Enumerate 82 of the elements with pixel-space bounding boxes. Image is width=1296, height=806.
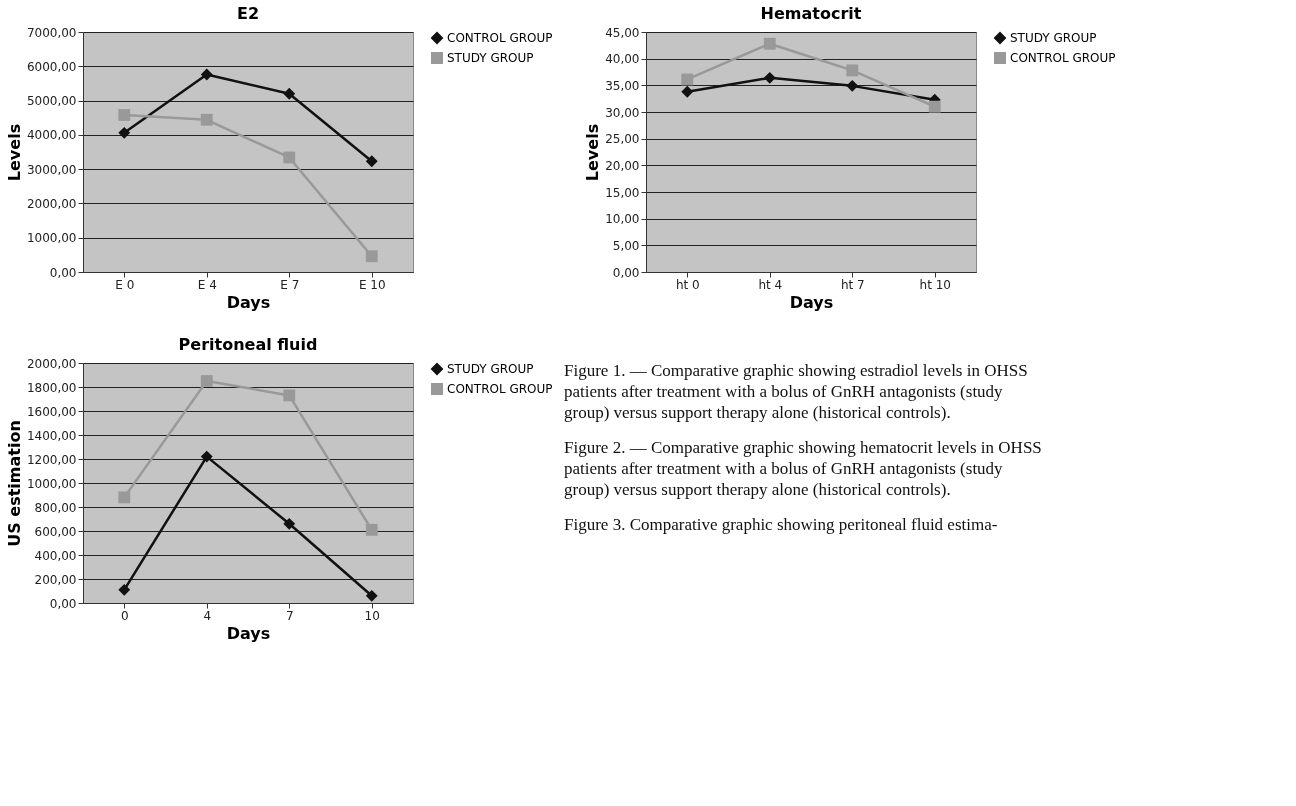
x-tick-label: 0 (120, 608, 129, 623)
y-tick-label: 1600,00 (26, 404, 77, 419)
point (200, 113, 213, 126)
x-tick-label: 4 (203, 608, 212, 623)
point (118, 491, 131, 504)
point (846, 79, 859, 92)
y-tick-label: 600,00 (34, 524, 77, 539)
x-axis-title: Days (226, 623, 271, 643)
y-tick-label: 0,00 (49, 265, 77, 280)
x-axis-title: Days (226, 292, 271, 312)
y-tick-label: 400,00 (34, 548, 77, 563)
point (928, 100, 941, 113)
y-tick-label: 800,00 (34, 500, 77, 515)
x-tick-label: ht 4 (758, 277, 783, 292)
x-tick-label: E 7 (280, 277, 300, 292)
point (283, 389, 296, 402)
point (681, 73, 694, 86)
y-tick-label: 4000,00 (26, 128, 77, 143)
point (118, 126, 131, 139)
y-tick-label: 1000,00 (26, 231, 77, 246)
point (365, 589, 378, 602)
y-tick-label: 7000,00 (26, 25, 77, 40)
y-tick-label: 40,00 (605, 52, 640, 67)
chart-title: Hematocrit (760, 4, 862, 23)
y-tick-label: 2000,00 (26, 196, 77, 211)
point (118, 109, 131, 121)
y-axis-title: Levels (4, 123, 24, 182)
y-tick-label: 10,00 (605, 212, 640, 227)
x-tick-label: 10 (364, 608, 380, 623)
x-axis-title: Days (789, 292, 834, 312)
point (365, 523, 378, 536)
x-tick-label: ht 7 (840, 277, 865, 292)
y-tick-label: 200,00 (34, 572, 77, 587)
y-axis-title: US estimation (4, 420, 24, 547)
legend-label: CONTROL GROUP (1010, 51, 1116, 65)
y-tick-label: 3000,00 (26, 162, 77, 177)
chart-title: Peritoneal fluid (178, 335, 318, 354)
point (283, 517, 296, 530)
legend-label: CONTROL GROUP (447, 382, 553, 396)
point (681, 85, 694, 98)
x-tick-label: ht 10 (919, 277, 951, 292)
legend-label: STUDY GROUP (1010, 31, 1097, 45)
y-tick-label: 5000,00 (26, 94, 77, 109)
point (283, 87, 296, 100)
y-tick-label: 20,00 (605, 158, 640, 173)
y-tick-label: 0,00 (49, 596, 77, 611)
point (200, 375, 213, 387)
chart-title: E2 (236, 4, 260, 23)
x-tick-label: E 0 (115, 277, 135, 292)
point (118, 583, 131, 596)
point (200, 450, 213, 463)
legend-label: STUDY GROUP (447, 362, 534, 376)
y-tick-label: 30,00 (605, 105, 640, 120)
point (763, 71, 776, 84)
y-tick-label: 45,00 (605, 25, 640, 40)
y-tick-label: 25,00 (605, 132, 640, 147)
caption: Figure 1. — Comparative graphic showing estradiol levels in OHSS patients after treatment with a bolus of GnRH antagonists (study group) versus support therapy alone (historical controls). (564, 361, 1028, 422)
point (200, 68, 213, 81)
y-tick-label: 5,00 (612, 238, 640, 253)
y-tick-label: 15,00 (605, 185, 640, 200)
y-tick-label: 1400,00 (26, 428, 77, 443)
point (365, 155, 378, 168)
y-tick-label: 1200,00 (26, 452, 77, 467)
y-tick-label: 6000,00 (26, 59, 77, 74)
x-tick-label: 7 (285, 608, 294, 623)
caption: Figure 3. Comparative graphic showing peritoneal fluid estima- (564, 515, 998, 534)
point (846, 64, 859, 77)
y-tick-label: 0,00 (612, 265, 640, 280)
legend-label: CONTROL GROUP (447, 31, 553, 45)
y-tick-label: 1000,00 (26, 476, 77, 491)
point (283, 151, 296, 164)
x-tick-label: E 4 (197, 277, 217, 292)
y-tick-label: 1800,00 (26, 380, 77, 395)
y-axis-title: Levels (583, 123, 603, 182)
point (763, 37, 776, 50)
caption: Figure 2. — Comparative graphic showing hematocrit levels in OHSS patients after treatment with a bolus of GnRH antagonists (study group) versus support therapy alone (historical controls). (564, 438, 1042, 499)
y-tick-label: 2000,00 (26, 356, 77, 371)
x-tick-label: E 10 (358, 277, 386, 292)
x-tick-label: ht 0 (675, 277, 700, 292)
legend-label: STUDY GROUP (447, 51, 534, 65)
point (365, 250, 378, 263)
y-tick-label: 35,00 (605, 78, 640, 93)
